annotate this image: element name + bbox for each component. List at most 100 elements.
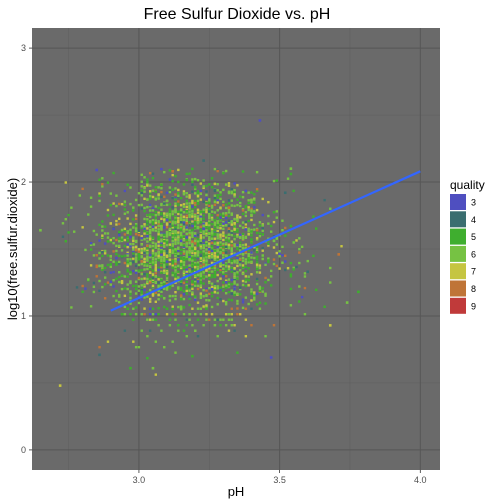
data-point bbox=[281, 254, 284, 257]
data-point bbox=[140, 180, 143, 183]
data-point bbox=[261, 224, 264, 227]
data-point bbox=[134, 256, 138, 259]
data-point bbox=[208, 249, 211, 252]
data-point bbox=[185, 209, 188, 213]
data-point bbox=[171, 242, 174, 246]
data-point bbox=[120, 279, 124, 283]
data-point bbox=[185, 202, 188, 205]
data-point bbox=[224, 284, 228, 287]
data-point bbox=[196, 267, 200, 271]
data-point bbox=[151, 252, 155, 255]
data-point bbox=[61, 235, 65, 238]
data-point bbox=[163, 226, 166, 229]
data-point bbox=[224, 275, 228, 278]
data-point bbox=[182, 256, 186, 260]
data-point bbox=[188, 172, 191, 175]
data-point bbox=[182, 270, 186, 273]
data-point bbox=[101, 225, 104, 228]
data-point bbox=[143, 225, 146, 228]
data-point bbox=[140, 207, 143, 210]
data-point bbox=[185, 226, 188, 229]
data-point bbox=[298, 261, 301, 265]
data-point bbox=[115, 256, 118, 260]
data-point bbox=[194, 177, 197, 181]
data-point bbox=[205, 259, 208, 262]
data-point bbox=[120, 202, 124, 206]
data-point bbox=[134, 222, 138, 226]
data-point bbox=[185, 270, 188, 273]
data-point bbox=[250, 239, 253, 243]
data-point bbox=[115, 277, 118, 280]
data-point bbox=[160, 223, 163, 226]
data-point bbox=[171, 266, 174, 269]
data-point bbox=[191, 256, 194, 260]
data-point bbox=[205, 304, 208, 307]
data-point bbox=[236, 292, 239, 295]
data-point bbox=[250, 214, 253, 217]
data-point bbox=[165, 272, 169, 275]
data-point bbox=[261, 213, 264, 217]
data-point bbox=[244, 211, 248, 214]
data-point bbox=[196, 251, 200, 255]
data-point bbox=[199, 292, 203, 295]
y-tick-label: 0 bbox=[21, 445, 26, 455]
data-point bbox=[143, 285, 146, 288]
data-point bbox=[185, 250, 188, 253]
data-point bbox=[210, 177, 214, 180]
legend-label-3: 3 bbox=[471, 198, 476, 208]
data-point bbox=[132, 248, 135, 251]
data-point bbox=[208, 215, 211, 218]
data-point bbox=[106, 208, 110, 212]
data-point bbox=[174, 272, 177, 276]
data-point bbox=[244, 214, 248, 218]
data-point bbox=[140, 313, 143, 316]
data-point bbox=[67, 231, 70, 234]
data-point bbox=[171, 224, 174, 227]
data-point bbox=[244, 275, 248, 278]
data-point bbox=[103, 249, 107, 253]
data-point bbox=[98, 289, 101, 292]
data-point bbox=[199, 296, 203, 300]
data-point bbox=[233, 189, 236, 192]
data-point bbox=[230, 318, 233, 321]
data-point bbox=[143, 229, 146, 233]
data-point bbox=[179, 233, 183, 237]
data-point bbox=[210, 223, 214, 226]
data-point bbox=[216, 318, 219, 321]
data-point bbox=[210, 228, 214, 231]
data-point bbox=[120, 255, 124, 258]
data-point bbox=[168, 253, 172, 257]
data-point bbox=[185, 232, 188, 236]
data-point bbox=[129, 244, 132, 248]
data-point bbox=[157, 237, 160, 241]
data-point bbox=[196, 195, 200, 198]
data-point bbox=[182, 244, 186, 247]
data-point bbox=[154, 313, 158, 316]
data-point bbox=[137, 263, 141, 267]
data-point bbox=[236, 259, 239, 262]
data-point bbox=[236, 302, 239, 305]
data-point bbox=[191, 264, 194, 268]
data-point bbox=[134, 240, 138, 244]
data-point bbox=[81, 226, 84, 229]
data-point bbox=[137, 203, 141, 207]
x-tick-label: 4.0 bbox=[414, 475, 427, 485]
data-point bbox=[174, 225, 177, 229]
x-axis-title: pH bbox=[228, 484, 245, 499]
data-point bbox=[140, 173, 143, 176]
data-point bbox=[210, 218, 214, 221]
data-point bbox=[213, 196, 217, 200]
data-point bbox=[160, 258, 163, 262]
data-point bbox=[224, 254, 228, 258]
data-point bbox=[140, 262, 143, 266]
data-point bbox=[267, 260, 270, 264]
data-point bbox=[182, 263, 186, 267]
data-point bbox=[284, 260, 287, 263]
data-point bbox=[146, 213, 149, 217]
data-point bbox=[132, 236, 135, 239]
data-point bbox=[157, 268, 160, 271]
data-point bbox=[174, 208, 177, 211]
data-point bbox=[196, 265, 200, 268]
data-point bbox=[205, 275, 208, 278]
data-point bbox=[233, 243, 236, 246]
